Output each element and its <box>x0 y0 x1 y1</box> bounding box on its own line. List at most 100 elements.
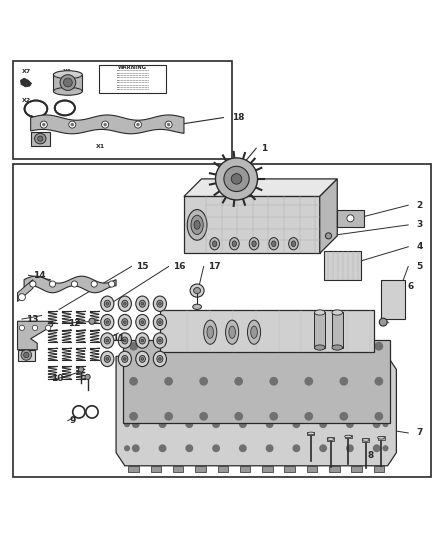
Polygon shape <box>314 312 325 348</box>
Circle shape <box>40 121 47 128</box>
Circle shape <box>185 372 193 380</box>
Circle shape <box>374 377 383 386</box>
Circle shape <box>19 325 25 330</box>
Circle shape <box>71 281 78 287</box>
Circle shape <box>73 406 85 418</box>
Circle shape <box>46 325 51 330</box>
Circle shape <box>132 372 140 380</box>
Circle shape <box>185 445 193 452</box>
Circle shape <box>224 166 249 191</box>
Circle shape <box>382 445 389 451</box>
Circle shape <box>124 421 130 427</box>
Circle shape <box>76 409 81 415</box>
Ellipse shape <box>190 284 204 297</box>
Circle shape <box>185 396 193 404</box>
Polygon shape <box>262 466 272 472</box>
Circle shape <box>382 397 389 403</box>
Circle shape <box>159 372 166 380</box>
Circle shape <box>21 350 32 360</box>
Text: 9: 9 <box>69 416 75 425</box>
Circle shape <box>30 281 36 287</box>
Circle shape <box>103 123 107 126</box>
Circle shape <box>129 377 138 386</box>
Circle shape <box>266 396 274 404</box>
Text: 4: 4 <box>416 243 423 251</box>
Circle shape <box>165 121 172 128</box>
Ellipse shape <box>153 351 166 367</box>
Circle shape <box>373 420 381 428</box>
Circle shape <box>234 377 243 386</box>
Circle shape <box>269 377 278 386</box>
Ellipse shape <box>252 241 256 247</box>
Circle shape <box>212 396 220 404</box>
Ellipse shape <box>157 337 163 344</box>
Ellipse shape <box>106 339 109 342</box>
Bar <box>13 61 232 159</box>
Text: 14: 14 <box>33 271 46 280</box>
Polygon shape <box>151 466 161 472</box>
Text: ──────────────────────: ────────────────────── <box>116 88 149 92</box>
Ellipse shape <box>212 241 217 247</box>
Circle shape <box>339 412 348 421</box>
Ellipse shape <box>124 321 126 324</box>
Ellipse shape <box>159 302 161 305</box>
Circle shape <box>129 412 138 421</box>
Ellipse shape <box>157 300 163 307</box>
Circle shape <box>124 445 130 451</box>
Circle shape <box>49 281 56 287</box>
Text: WARNING: WARNING <box>118 65 147 70</box>
Circle shape <box>319 445 327 452</box>
Circle shape <box>266 445 274 452</box>
Ellipse shape <box>25 101 47 117</box>
Ellipse shape <box>187 209 207 240</box>
Polygon shape <box>327 437 334 441</box>
Circle shape <box>129 342 138 351</box>
Ellipse shape <box>118 314 131 330</box>
Circle shape <box>325 233 332 239</box>
Polygon shape <box>284 466 295 472</box>
Circle shape <box>319 396 327 404</box>
Ellipse shape <box>362 439 369 441</box>
Ellipse shape <box>159 321 161 324</box>
Text: 5: 5 <box>416 262 422 271</box>
Ellipse shape <box>345 435 352 438</box>
Text: ──────────────────────: ────────────────────── <box>116 79 149 83</box>
Polygon shape <box>320 179 337 253</box>
Ellipse shape <box>289 238 298 250</box>
Polygon shape <box>307 466 317 472</box>
Text: 6: 6 <box>407 282 413 290</box>
Circle shape <box>132 445 140 452</box>
Text: 12: 12 <box>68 319 81 328</box>
Ellipse shape <box>230 238 239 250</box>
Circle shape <box>346 372 354 380</box>
Circle shape <box>89 318 95 324</box>
Ellipse shape <box>153 333 166 348</box>
Circle shape <box>239 396 247 404</box>
Ellipse shape <box>226 320 239 344</box>
Circle shape <box>89 409 95 415</box>
Ellipse shape <box>60 75 76 91</box>
Ellipse shape <box>55 101 75 115</box>
Ellipse shape <box>104 300 110 307</box>
Ellipse shape <box>122 300 128 307</box>
Text: X2: X2 <box>21 99 31 103</box>
Circle shape <box>124 397 130 403</box>
Polygon shape <box>195 466 206 472</box>
Ellipse shape <box>194 287 201 294</box>
Circle shape <box>164 412 173 421</box>
Text: ──────────────────────: ────────────────────── <box>116 69 149 73</box>
Ellipse shape <box>157 356 163 362</box>
Ellipse shape <box>378 437 385 439</box>
Text: 8: 8 <box>368 451 374 460</box>
Circle shape <box>346 445 354 452</box>
Circle shape <box>293 396 300 404</box>
Ellipse shape <box>141 321 144 324</box>
Bar <box>13 164 431 477</box>
Ellipse shape <box>53 71 82 78</box>
Circle shape <box>293 445 300 452</box>
Circle shape <box>159 396 166 404</box>
Circle shape <box>382 373 389 379</box>
Circle shape <box>132 396 140 404</box>
Ellipse shape <box>124 302 126 305</box>
Ellipse shape <box>122 319 128 326</box>
